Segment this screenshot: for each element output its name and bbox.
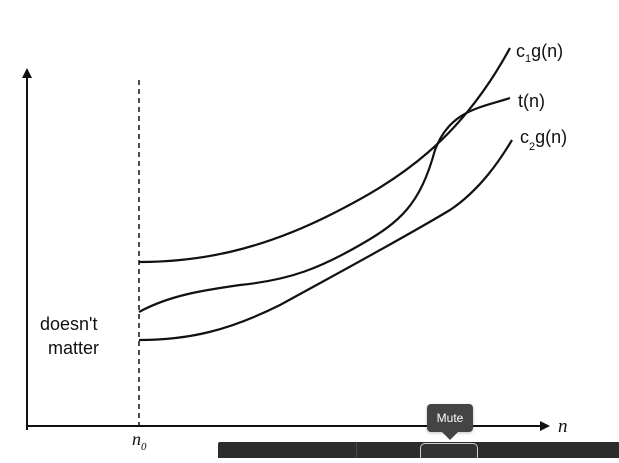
x-axis-label: n bbox=[558, 416, 568, 437]
middle-curve-label: t(n) bbox=[518, 91, 545, 111]
tooltip-arrow bbox=[442, 432, 458, 440]
region-label-line1: doesn't bbox=[40, 314, 97, 334]
media-control-bar bbox=[218, 442, 619, 458]
upper-bound-curve bbox=[138, 47, 511, 264]
upper-curve-label: c1g(n) bbox=[516, 41, 563, 65]
lower-bound-curve bbox=[138, 139, 513, 342]
tooltip-text: Mute bbox=[436, 411, 464, 425]
threshold-label: n0 bbox=[132, 429, 147, 453]
mute-button[interactable] bbox=[420, 443, 478, 458]
region-label-line2: matter bbox=[48, 338, 99, 358]
lower-curve-label: c2g(n) bbox=[520, 127, 567, 153]
function-curve bbox=[138, 96, 511, 313]
mute-tooltip: Mute bbox=[427, 404, 473, 432]
control-divider bbox=[356, 442, 357, 458]
